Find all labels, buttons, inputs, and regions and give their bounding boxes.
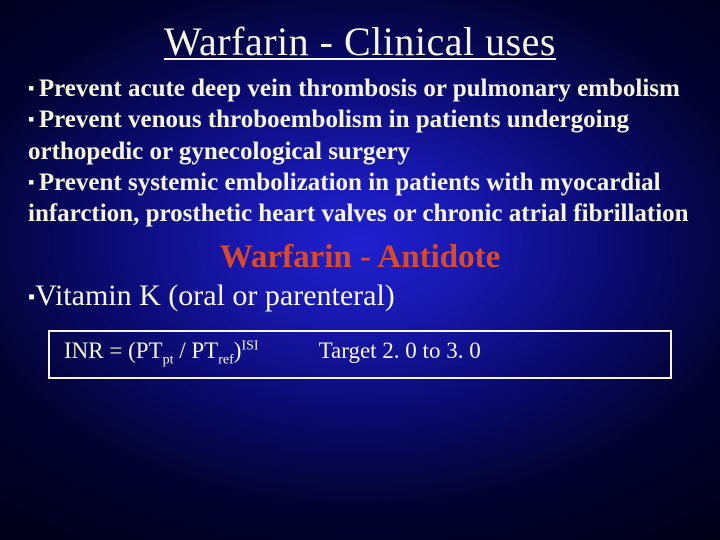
- formula: INR = (PTpt / PTref)ISI: [64, 338, 259, 369]
- bullet-icon: ▪: [28, 78, 39, 98]
- bullet-text: Prevent systemic embolization in patient…: [28, 169, 689, 227]
- bullet-list: ▪ Prevent acute deep vein thrombosis or …: [28, 73, 692, 229]
- formula-sub: pt: [163, 353, 174, 368]
- formula-lhs: INR = (PT: [64, 338, 163, 363]
- formula-mid: / PT: [173, 338, 218, 363]
- bullet-icon: ▪: [28, 109, 39, 129]
- bullet-icon: ▪: [28, 172, 39, 192]
- formula-sub: ref: [218, 353, 234, 368]
- slide: Warfarin - Clinical uses ▪ Prevent acute…: [0, 0, 720, 540]
- bullet-item: ▪ Prevent acute deep vein thrombosis or …: [28, 73, 692, 104]
- formula-sup: ISI: [241, 339, 258, 354]
- bullet-text: Prevent venous throboembolism in patient…: [28, 106, 629, 164]
- formula-box: INR = (PTpt / PTref)ISI Target 2. 0 to 3…: [48, 330, 672, 379]
- target-text: Target 2. 0 to 3. 0: [319, 338, 481, 364]
- slide-title: Warfarin - Clinical uses: [28, 18, 692, 65]
- subtitle: Warfarin - Antidote: [28, 239, 692, 276]
- bullet-text: Prevent acute deep vein thrombosis or pu…: [39, 75, 680, 102]
- bullet-item: ▪ Prevent systemic embolization in patie…: [28, 167, 692, 230]
- antidote-line: ▪Vitamin K (oral or parenteral): [28, 278, 692, 314]
- bullet-item: ▪ Prevent venous throboembolism in patie…: [28, 104, 692, 167]
- antidote-text: Vitamin K (oral or parenteral): [35, 279, 395, 312]
